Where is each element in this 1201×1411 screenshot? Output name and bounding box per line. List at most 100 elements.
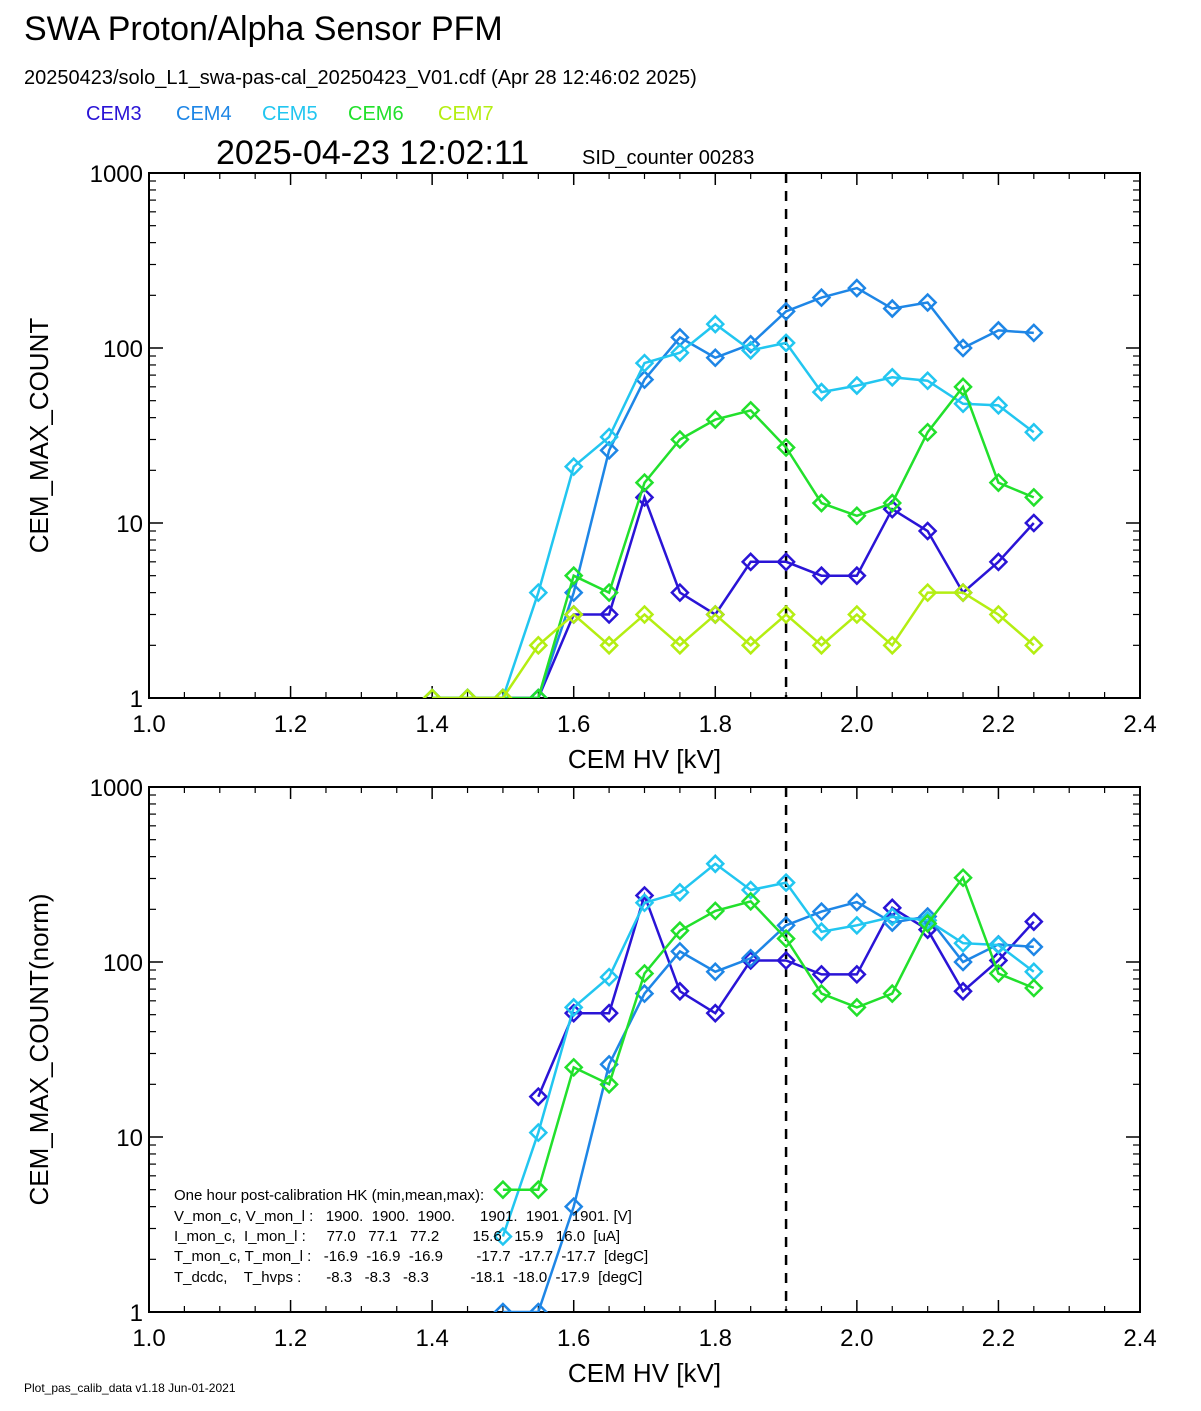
data-point-cem6 xyxy=(563,1057,584,1078)
x-tick-label: 2.4 xyxy=(1123,1325,1156,1352)
hk-summary: One hour post-calibration HK (min,mean,m… xyxy=(174,1187,648,1286)
data-point-cem4 xyxy=(776,301,796,322)
data-point-cem5 xyxy=(776,333,796,353)
data-point-cem6 xyxy=(705,901,726,921)
data-point-cem4 xyxy=(811,287,832,308)
data-point-cem7 xyxy=(634,604,655,625)
series-line-cem6 xyxy=(502,875,1035,1191)
data-point-cem5 xyxy=(882,907,903,927)
data-point-cem6 xyxy=(953,377,973,397)
x-tick-label: 1.4 xyxy=(415,1325,448,1352)
data-point-cem5 xyxy=(740,340,761,361)
data-point-cem4 xyxy=(1024,323,1044,343)
legend-entry-cem6: CEM6 xyxy=(348,103,404,125)
x-tick-label: 1.2 xyxy=(274,711,307,738)
series-line-cem5 xyxy=(501,862,1035,1237)
data-point-cem5 xyxy=(882,367,903,388)
data-point-cem7 xyxy=(811,635,832,656)
series-line-cem7 xyxy=(432,591,1035,698)
series-line-cem6 xyxy=(432,384,1035,698)
data-point-cem7 xyxy=(882,635,903,656)
x-axis-label: CEM HV [kV] xyxy=(568,744,721,774)
data-point-cem6 xyxy=(811,983,832,1004)
x-tick-label: 1.0 xyxy=(132,1325,165,1352)
data-point-cem3 xyxy=(740,552,761,572)
data-point-cem5 xyxy=(563,997,584,1018)
x-tick-label: 2.2 xyxy=(982,1325,1015,1352)
data-point-cem4 xyxy=(705,961,726,982)
chart-cem-max-count-norm: 1.0 1.2 1.4 1.6 1.8 2.0 2.2 2.4 1 10 100 1000 CEM HV… xyxy=(24,775,1157,1388)
hk-row-imon: I_mon_c, I_mon_l : 77.0 77.1 77.2 15.6 1… xyxy=(174,1228,620,1245)
data-point-cem7 xyxy=(457,688,478,698)
series-line-cem3 xyxy=(432,493,1035,698)
data-point-cem7 xyxy=(953,582,973,603)
data-point-cem4 xyxy=(740,334,761,355)
data-point-cem7 xyxy=(847,604,867,625)
file-subtitle: 20250423/solo_L1_swa-pas-cal_20250423_V0… xyxy=(24,67,697,89)
data-point-cem3 xyxy=(811,964,832,985)
data-point-cem7 xyxy=(563,604,584,625)
x-tick-label: 1.2 xyxy=(274,1325,307,1352)
data-point-cem5 xyxy=(493,1226,513,1247)
y-axis-label: CEM_MAX_COUNT(norm) xyxy=(24,893,54,1205)
data-point-cem6 xyxy=(988,963,1009,984)
data-point-cem3 xyxy=(599,604,619,625)
data-point-cem4 xyxy=(882,298,903,319)
data-point-cem6 xyxy=(776,437,796,458)
data-point-cem6 xyxy=(882,983,903,1004)
data-point-cem3 xyxy=(811,565,832,586)
data-point-cem7 xyxy=(705,604,726,625)
plot-frame xyxy=(148,172,1141,699)
data-point-cem6 xyxy=(705,409,726,430)
x-tick-label: 1.6 xyxy=(557,711,590,738)
data-point-cem7 xyxy=(776,604,796,625)
data-point-cem5 xyxy=(528,582,549,603)
data-point-cem5 xyxy=(740,880,761,900)
data-point-cem7 xyxy=(422,688,442,698)
data-point-cem6 xyxy=(917,913,938,934)
data-point-cem6 xyxy=(1024,487,1044,508)
data-point-cem5 xyxy=(847,915,867,936)
data-point-cem7 xyxy=(493,688,513,698)
data-point-cem4 xyxy=(528,1302,549,1312)
y-tick-label: 10 xyxy=(116,1125,143,1152)
data-point-cem7 xyxy=(917,582,938,603)
data-point-cem4 xyxy=(493,1302,513,1312)
data-point-cem4 xyxy=(599,440,619,461)
data-point-cem6 xyxy=(634,963,655,984)
data-point-cem7 xyxy=(528,635,549,656)
data-point-cem6 xyxy=(776,928,796,949)
data-point-cem4 xyxy=(563,1196,584,1217)
data-point-cem4 xyxy=(847,278,867,298)
data-point-cem5 xyxy=(563,456,584,477)
data-point-cem5 xyxy=(634,353,655,373)
data-point-cem4 xyxy=(599,1054,619,1075)
data-point-cem5 xyxy=(599,427,619,447)
data-point-cem6 xyxy=(953,867,973,888)
data-point-cem3 xyxy=(634,487,655,508)
data-point-cem3 xyxy=(1024,513,1044,533)
data-point-cem5 xyxy=(988,935,1009,955)
data-point-cem6 xyxy=(917,422,938,443)
footer-version: Plot_pas_calib_data v1.18 Jun-01-2021 xyxy=(24,1381,236,1395)
series-group xyxy=(422,278,1044,698)
data-point-cem5 xyxy=(811,382,832,402)
data-point-cem5 xyxy=(670,342,690,363)
data-point-cem6 xyxy=(670,920,690,941)
data-point-cem3 xyxy=(776,552,796,572)
figure-title: SWA Proton/Alpha Sensor PFM xyxy=(24,10,503,48)
data-point-cem6 xyxy=(599,1074,619,1095)
legend: CEM3 CEM4 CEM5 CEM6 CEM7 xyxy=(86,103,494,125)
x-tick-label: 1.8 xyxy=(699,711,732,738)
data-point-cem6 xyxy=(847,997,867,1018)
data-point-cem4 xyxy=(917,292,938,313)
data-point-cem3 xyxy=(705,1003,726,1023)
data-point-cem6 xyxy=(493,1179,513,1200)
x-tick-label: 1.6 xyxy=(557,1325,590,1352)
data-point-cem6 xyxy=(811,493,832,513)
data-point-cem4 xyxy=(953,338,973,358)
data-point-cem5 xyxy=(953,933,973,954)
data-point-cem4 xyxy=(705,347,726,368)
y-axis-label: CEM_MAX_COUNT xyxy=(24,318,54,554)
data-point-cem3 xyxy=(528,1086,549,1107)
